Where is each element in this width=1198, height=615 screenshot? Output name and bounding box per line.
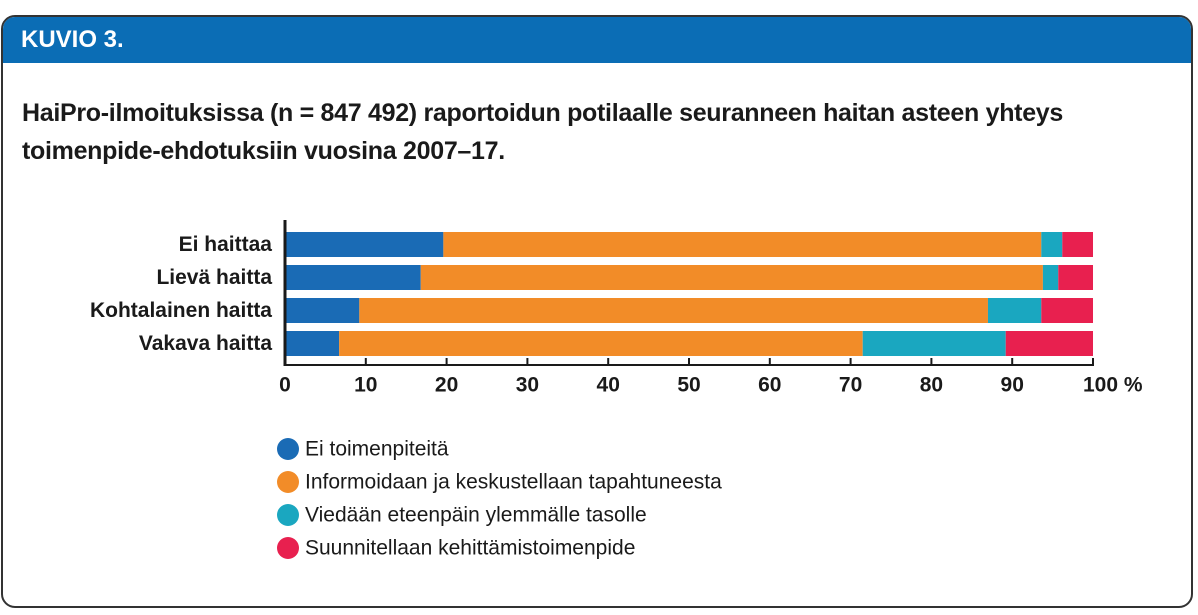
x-tick-label: 90 [1001, 374, 1024, 397]
bar-segment [1058, 265, 1093, 290]
bar-segment [285, 232, 444, 257]
chart-title: HaiPro-ilmoituksissa (n = 847 492) rapor… [22, 99, 1064, 165]
y-tick-label: Vakava haitta [139, 332, 272, 355]
bar-segment [359, 298, 988, 323]
legend-label: Ei toimenpiteitä [305, 438, 449, 461]
x-tick-label: 10 [354, 374, 377, 397]
y-tick-label: Lievä haitta [156, 266, 272, 289]
x-tick-label: 100 % [1083, 374, 1143, 397]
legend-label: Informoidaan ja keskustellaan tapahtunee… [305, 471, 722, 494]
bar-segment [285, 331, 340, 356]
bar-segment [1062, 232, 1093, 257]
bar-segment [285, 298, 360, 323]
legend-marker [277, 438, 299, 460]
legend-marker [277, 504, 299, 526]
legend-marker [277, 537, 299, 559]
legend-label: Suunnitellaan kehittämistoimenpide [305, 537, 635, 560]
bar-segment [1005, 331, 1093, 356]
bar-segment [443, 232, 1042, 257]
x-tick-label: 0 [279, 374, 291, 397]
legend-marker [277, 471, 299, 493]
bar-segment [987, 298, 1042, 323]
bar-segment [285, 265, 421, 290]
bar-segment [1042, 265, 1059, 290]
y-tick-label: Ei haittaa [179, 233, 273, 256]
x-tick-label: 60 [758, 374, 781, 397]
x-tick-label: 30 [516, 374, 539, 397]
x-tick-label: 20 [435, 374, 458, 397]
x-tick-label: 50 [677, 374, 700, 397]
bar-segment [1041, 298, 1093, 323]
legend-label: Viedään eteenpäin ylemmälle tasolle [305, 504, 647, 527]
bar-segment [420, 265, 1043, 290]
figure-label: KUVIO 3. [3, 17, 1191, 63]
figure-frame [1, 15, 1193, 608]
bar-segment [1041, 232, 1063, 257]
x-tick-label: 70 [839, 374, 862, 397]
x-tick-label: 40 [597, 374, 620, 397]
bar-segment [339, 331, 863, 356]
y-tick-label: Kohtalainen haitta [90, 299, 272, 322]
bar-segment [862, 331, 1006, 356]
x-tick-label: 80 [920, 374, 943, 397]
